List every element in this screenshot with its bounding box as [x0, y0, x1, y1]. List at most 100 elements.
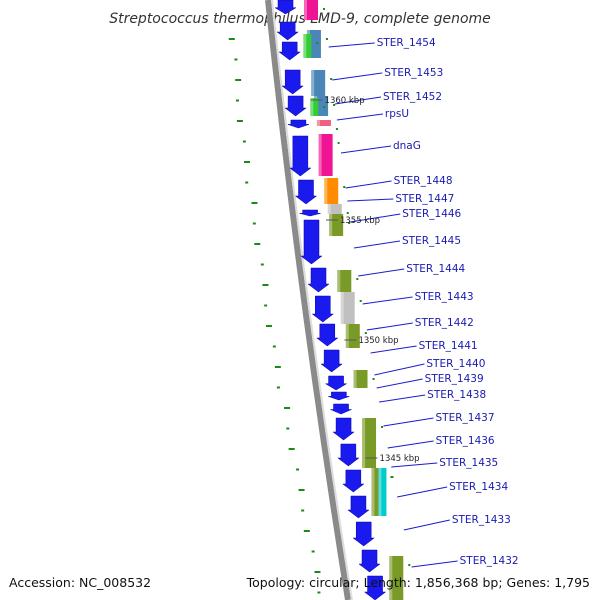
gene-label[interactable]: STER_1443: [415, 291, 474, 303]
gc-dot: [359, 300, 362, 302]
gc-dot: [356, 278, 359, 280]
leader-line: [353, 240, 401, 249]
gc-dot: [372, 378, 375, 380]
kbp-label: 1350 kbp: [358, 336, 398, 346]
gc-dot: [323, 106, 326, 108]
leader-line: [383, 417, 434, 427]
gene-arrow: [294, 179, 318, 205]
leader-line: [403, 519, 450, 531]
gc-tick: [296, 468, 300, 471]
topology-text: Topology: circular; Length: 1,856,368 bp…: [246, 575, 590, 590]
gc-dot: [335, 128, 338, 130]
gene-arrow: [287, 119, 309, 129]
gc-dot: [346, 212, 349, 214]
gene-arrows-track: [274, 0, 387, 600]
leader-line: [397, 486, 448, 498]
gene-arrow: [337, 443, 360, 467]
gene-label[interactable]: STER_1434: [449, 481, 508, 493]
gene-arrow: [284, 95, 307, 117]
gene-label[interactable]: STER_1438: [427, 389, 486, 401]
gene-label[interactable]: STER_1432: [460, 555, 519, 567]
gc-dot: [330, 78, 333, 80]
cog-block-green: [310, 98, 319, 116]
gene-label[interactable]: STER_1439: [425, 373, 484, 385]
gc-dot: [325, 38, 328, 40]
leader-line: [370, 345, 417, 354]
gene-arrow: [274, 0, 297, 15]
gc-dot: [364, 332, 367, 334]
gc-tick: [235, 79, 242, 81]
gc-tick: [314, 571, 321, 573]
leader-line: [334, 96, 382, 105]
gc-dot: [391, 476, 394, 478]
cog-block-orange: [324, 178, 339, 204]
gene-label[interactable]: STER_1442: [415, 317, 474, 329]
cog-block-olive: [389, 556, 404, 600]
gene-arrow: [289, 135, 312, 177]
gc-tick: [228, 38, 235, 40]
accession-text: Accession: NC_008532: [9, 575, 152, 590]
gene-label[interactable]: STER_1433: [452, 514, 511, 526]
gene-label[interactable]: STER_1445: [402, 235, 461, 247]
gene-label[interactable]: STER_1453: [384, 67, 443, 79]
gene-label[interactable]: STER_1437: [436, 412, 495, 424]
leader-line: [391, 462, 438, 468]
leader-line: [350, 213, 401, 223]
gene-label[interactable]: STER_1441: [419, 340, 478, 352]
gene-arrow: [358, 549, 381, 573]
gene-arrow: [320, 349, 343, 373]
gene-label[interactable]: STER_1448: [394, 175, 453, 187]
gene-label[interactable]: STER_1435: [439, 457, 498, 469]
gc-dot: [323, 8, 325, 10]
cog-block-shine: [340, 292, 344, 324]
gene-arrow: [328, 391, 350, 401]
cog-block-magenta: [318, 134, 333, 176]
gene-arrow: [278, 41, 301, 61]
cog-block-shine: [362, 418, 366, 468]
gene-label[interactable]: STER_1452: [383, 91, 442, 103]
leader-line: [347, 198, 394, 202]
gene-label[interactable]: STER_1446: [402, 208, 461, 220]
cog-block-grey: [340, 292, 355, 324]
gc-tick: [245, 181, 249, 184]
gene-arrow: [332, 417, 355, 441]
cog-block-olive: [337, 270, 352, 292]
cog-category-track: [303, 0, 411, 600]
gc-tick: [235, 99, 239, 102]
gene-arrow: [307, 267, 330, 293]
leader-line: [411, 560, 458, 568]
leader-line: [379, 394, 426, 403]
cog-block-magenta: [304, 0, 318, 20]
leader-line: [336, 113, 383, 121]
gene-label[interactable]: STER_1436: [436, 435, 495, 447]
cog-block-shine: [345, 324, 349, 348]
gc-tick: [244, 161, 251, 163]
gene-label[interactable]: STER_1440: [426, 358, 485, 370]
kbp-label: 1360 kbp: [325, 96, 365, 106]
gene-arrow: [347, 495, 370, 519]
gene-label[interactable]: dnaG: [393, 140, 421, 152]
cog-block-shine: [318, 134, 322, 176]
gc-dot: [333, 104, 336, 106]
gc-dot: [348, 222, 351, 224]
cog-block-olive: [345, 324, 360, 348]
gene-label[interactable]: STER_1454: [377, 37, 436, 49]
cog-block-cyan: [378, 468, 387, 516]
leader-line: [387, 440, 434, 449]
gene-label[interactable]: STER_1444: [406, 263, 465, 275]
gc-dot: [337, 142, 340, 144]
gene-label[interactable]: rpsU: [385, 108, 409, 120]
cog-block-shine: [310, 98, 314, 116]
gc-tick: [260, 263, 264, 266]
gc-tick: [242, 140, 246, 143]
kbp-label: 1345 kbp: [380, 454, 420, 464]
cog-block-shine: [371, 468, 375, 516]
gc-dot: [316, 42, 319, 44]
cog-block-shine: [353, 370, 357, 388]
gc-tick: [276, 386, 280, 389]
cog-block-shine: [378, 468, 382, 516]
gc-tick: [303, 530, 310, 532]
gene-label[interactable]: STER_1447: [395, 193, 454, 205]
cog-block-shine: [389, 556, 393, 600]
gene-arrow: [324, 375, 348, 391]
